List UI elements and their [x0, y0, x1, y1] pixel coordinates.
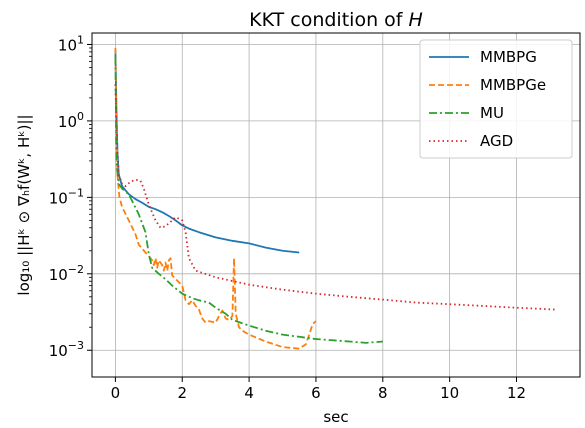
- chart-title-var: H: [409, 9, 423, 31]
- x-tick-label: 4: [244, 384, 254, 402]
- chart-title: KKT condition of H: [249, 9, 423, 31]
- grid: [92, 33, 580, 377]
- x-tick-label: 10: [440, 384, 459, 402]
- legend-label-mmbpg: MMBPG: [480, 48, 537, 66]
- legend-label-mu: MU: [480, 104, 504, 122]
- series-line-mmbpg: [114, 49, 300, 254]
- x-tick-label: 12: [507, 384, 526, 402]
- plot-area: [114, 47, 557, 350]
- legend-frame: [419, 39, 573, 159]
- y-axis: 101 100 10−1 10−2 10−3: [49, 33, 92, 360]
- x-tick-label: 2: [177, 384, 187, 402]
- legend: MMBPG MMBPGe MU AGD: [419, 39, 573, 159]
- legend-label-mmbpge: MMBPGe: [480, 76, 546, 94]
- x-tick-label: 8: [378, 384, 388, 402]
- legend-label-agd: AGD: [480, 132, 513, 150]
- y-tick-label: 10−3: [49, 339, 84, 360]
- chart-title-prefix: KKT condition of: [249, 9, 408, 31]
- series-line-mu: [114, 56, 383, 344]
- y-tick-label: 10−2: [49, 263, 84, 284]
- x-tick-label: 0: [111, 384, 121, 402]
- x-tick-label: 6: [311, 384, 321, 402]
- y-tick-label: 100: [58, 110, 84, 131]
- series-line-mmbpge: [114, 47, 317, 350]
- y-axis-label: log₁₀ ||Hᵏ ⊙ ∇ₕf(Wᵏ, Hᵏ)||: [15, 114, 33, 295]
- y-tick-label: 101: [58, 33, 84, 54]
- y-tick-label: 10−1: [49, 186, 84, 207]
- x-axis-label: sec: [323, 408, 348, 426]
- x-axis: 0 2 4 6 8 10 12: [111, 377, 526, 402]
